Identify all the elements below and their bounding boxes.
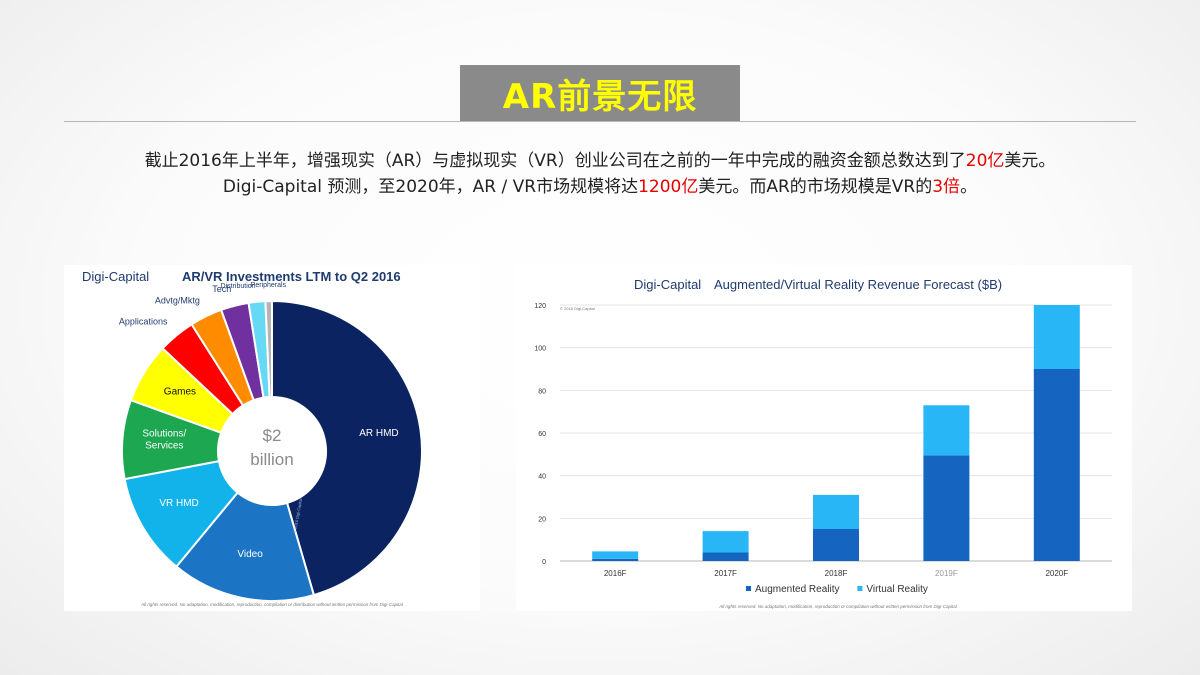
line1-highlight: 20亿	[965, 151, 1005, 171]
pie-label-applications: Applications	[119, 317, 168, 327]
legend-swatch-virtual-reality	[857, 586, 863, 591]
bar-chart-title: Augmented/Virtual Reality Revenue Foreca…	[714, 277, 1002, 292]
pie-slice-ar-hmd	[271, 299, 423, 597]
x-tick-label: 2019F	[935, 569, 958, 578]
slide-title-box: AR前景无限	[460, 65, 740, 121]
pie-chart-brand: Digi-Capital	[82, 269, 149, 284]
intro-line-1: 截止2016年上半年，增强现实（AR）与虚拟现实（VR）创业公司在之前的一年中完…	[40, 148, 1160, 174]
bar-augmented-reality-2016f	[592, 558, 639, 561]
pie-label-ar-hmd: AR HMD	[359, 428, 398, 439]
bar-augmented-reality-2018f	[813, 529, 859, 561]
revenue-forecast-bar-chart: Digi-Capital Augmented/Virtual Reality R…	[534, 277, 1112, 609]
bar-augmented-reality-2019f	[923, 455, 970, 561]
legend-label-augmented-reality: Augmented Reality	[755, 584, 840, 595]
pie-chart-panel: Digi-Capital AR/VR Investments LTM to Q2…	[64, 265, 480, 611]
y-tick-label: 0	[542, 559, 546, 566]
line2-text: Digi-Capital 预测，至2020年，AR / VR市场规模将达	[222, 177, 639, 197]
pie-slice-video	[174, 491, 316, 602]
x-tick-label: 2020F	[1045, 569, 1068, 578]
y-tick-label: 120	[534, 303, 546, 310]
title-divider	[64, 121, 1136, 122]
pie-label-video: Video	[237, 549, 263, 560]
pie-chart-title: AR/VR Investments LTM to Q2 2016	[182, 269, 401, 284]
bar-augmented-reality-2020f	[1033, 369, 1080, 561]
line2-highlight-2: 3倍	[932, 177, 961, 197]
y-tick-label: 80	[538, 388, 546, 395]
x-tick-label: 2018F	[825, 569, 848, 578]
x-tick-label: 2017F	[714, 569, 737, 578]
pie-center-unit: billion	[250, 450, 293, 469]
bar-virtual-reality-2020f	[1033, 305, 1080, 369]
bar-chart-panel: Digi-Capital Augmented/Virtual Reality R…	[516, 265, 1132, 611]
pie-slice-peripherals	[264, 299, 273, 399]
pie-label-distribution: Distribution	[221, 283, 256, 290]
y-tick-label: 40	[538, 474, 546, 481]
bar-virtual-reality-2016f	[592, 551, 639, 559]
line1-text: 截止2016年上半年，增强现实（AR）与虚拟现实（VR）创业公司在之前的一年中完…	[144, 151, 966, 171]
bar-footnote: All rights reserved. No adaptation, modi…	[718, 604, 958, 609]
intro-line-2: Digi-Capital 预测，至2020年，AR / VR市场规模将达1200…	[40, 174, 1160, 200]
line2-tail: 。	[960, 177, 978, 197]
y-tick-label: 100	[534, 346, 546, 353]
bar-copyright: © 2016 Digi-Capital	[560, 306, 595, 311]
bar-chart-brand: Digi-Capital	[634, 277, 701, 292]
legend-label-virtual-reality: Virtual Reality	[866, 584, 928, 595]
pie-label-advtg-mktg: Advtg/Mktg	[155, 296, 200, 306]
slide-title: AR前景无限	[502, 76, 698, 117]
pie-copyright: © 2016 Digi-Capital	[292, 498, 303, 533]
pie-label-peripherals: Peripherals	[251, 282, 287, 289]
line2-highlight-1: 1200亿	[638, 177, 699, 197]
pie-label-games: Games	[164, 387, 196, 398]
bar-virtual-reality-2018f	[813, 494, 859, 529]
y-tick-label: 60	[538, 431, 546, 438]
line2-middle: 美元。而AR的市场规模是VR的	[698, 177, 933, 197]
y-tick-label: 20	[538, 516, 546, 523]
pie-label-vr-hmd: VR HMD	[159, 498, 198, 509]
intro-paragraph: 截止2016年上半年，增强现实（AR）与虚拟现实（VR）创业公司在之前的一年中完…	[40, 148, 1160, 200]
pie-footnote: All rights reserved. No adaptation, modi…	[140, 602, 404, 607]
bar-augmented-reality-2017f	[702, 552, 749, 561]
x-tick-label: 2016F	[604, 569, 627, 578]
line1-tail: 美元。	[1004, 151, 1056, 171]
pie-center-amount: $2	[263, 426, 282, 445]
investments-pie-chart: Digi-Capital AR/VR Investments LTM to Q2…	[82, 269, 423, 607]
legend-swatch-augmented-reality	[746, 586, 751, 591]
bar-virtual-reality-2019f	[923, 405, 970, 456]
pie-label-solutions-services: Solutions/Services	[142, 429, 186, 452]
bar-virtual-reality-2017f	[702, 531, 749, 553]
pie-label-tech: Tech	[212, 284, 231, 294]
